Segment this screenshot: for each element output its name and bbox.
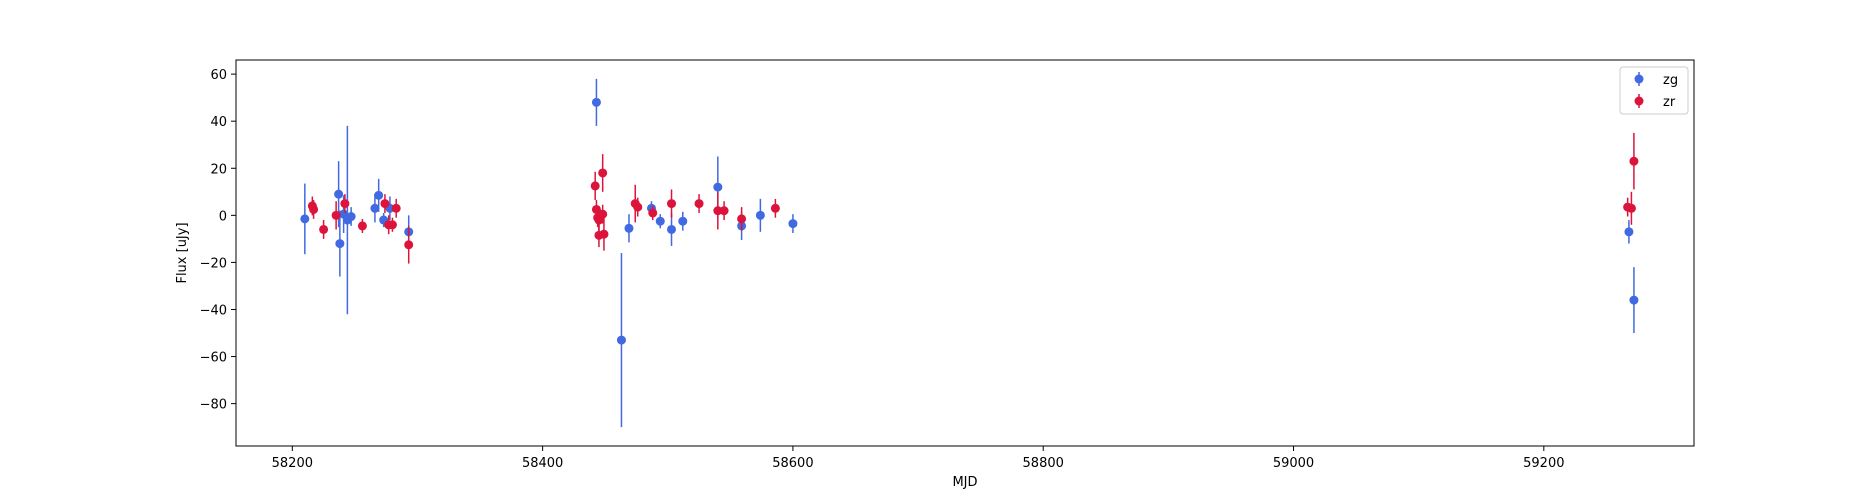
- data-point-zg: [1624, 227, 1634, 237]
- x-tick-label: 59200: [1523, 456, 1564, 471]
- data-point-zg: [335, 239, 345, 249]
- data-point-zg: [667, 224, 677, 234]
- data-point-zr: [737, 214, 747, 224]
- x-tick-label: 58800: [1023, 456, 1064, 471]
- data-point-zr: [331, 210, 341, 220]
- y-axis: 60 40 20 0 −20 −40 −60 −80: [200, 68, 236, 413]
- data-point-zg: [1629, 295, 1639, 305]
- data-point-zr: [694, 199, 704, 209]
- y-tick-label: −40: [200, 303, 227, 318]
- data-point-zr: [387, 220, 397, 230]
- plot-frame: [235, 59, 1695, 447]
- data-point-zr: [713, 206, 723, 216]
- data-point-zr: [391, 203, 401, 213]
- data-point-zg: [624, 223, 634, 233]
- y-tick-label: 40: [210, 115, 227, 130]
- x-tick-label: 59000: [1273, 456, 1314, 471]
- y-tick-label: 0: [219, 209, 227, 224]
- data-point-zr: [309, 204, 319, 214]
- data-point-zg: [300, 214, 310, 224]
- x-tick-label: 58600: [772, 456, 813, 471]
- series-zg: [300, 78, 1639, 428]
- data-point-zg: [334, 189, 344, 199]
- data-point-zg: [374, 190, 384, 200]
- y-tick-label: −80: [200, 398, 227, 413]
- data-point-zr: [1626, 203, 1636, 213]
- data-point-zg: [788, 219, 798, 229]
- x-tick-label: 58200: [272, 456, 313, 471]
- data-point-zg: [655, 216, 665, 226]
- x-axis: 58200 58400 58600 58800 59000 59200: [272, 446, 1564, 471]
- series-zr: [307, 132, 1639, 264]
- data-point-zg: [346, 212, 356, 222]
- legend: zg zr: [1619, 66, 1689, 115]
- data-point-zr: [1629, 156, 1639, 166]
- data-point-zg: [591, 97, 601, 107]
- data-point-zr: [648, 208, 658, 218]
- data-point-zr: [340, 199, 350, 209]
- y-tick-label: −60: [200, 351, 227, 366]
- data-point-zr: [380, 199, 390, 209]
- data-point-zr: [357, 221, 367, 231]
- data-point-zg: [713, 182, 723, 192]
- data-point-zr: [770, 203, 780, 213]
- data-point-zr: [719, 206, 729, 216]
- data-point-zr: [599, 229, 609, 239]
- x-tick-label: 58400: [522, 456, 563, 471]
- data-layer: [300, 78, 1639, 428]
- y-tick-label: 60: [210, 68, 227, 83]
- data-point-zr: [404, 240, 414, 250]
- y-tick-label: 20: [210, 162, 227, 177]
- data-point-zr: [633, 202, 643, 212]
- data-point-zr: [590, 181, 600, 191]
- data-point-zr: [667, 199, 677, 209]
- legend-label-zr: zr: [1663, 95, 1676, 110]
- data-point-zr: [319, 224, 329, 234]
- data-point-zg: [370, 203, 380, 213]
- y-tick-label: −20: [200, 256, 227, 271]
- data-point-zg: [755, 210, 765, 220]
- legend-marker-zr: [1634, 96, 1644, 106]
- data-point-zr: [598, 168, 608, 178]
- y-axis-label: Flux [uJy]: [175, 222, 190, 283]
- legend-marker-zg: [1634, 74, 1644, 84]
- data-point-zr: [598, 209, 608, 219]
- data-point-zg: [678, 216, 688, 226]
- x-axis-label: MJD: [952, 475, 977, 490]
- legend-label-zg: zg: [1663, 73, 1678, 88]
- data-point-zg: [616, 335, 626, 345]
